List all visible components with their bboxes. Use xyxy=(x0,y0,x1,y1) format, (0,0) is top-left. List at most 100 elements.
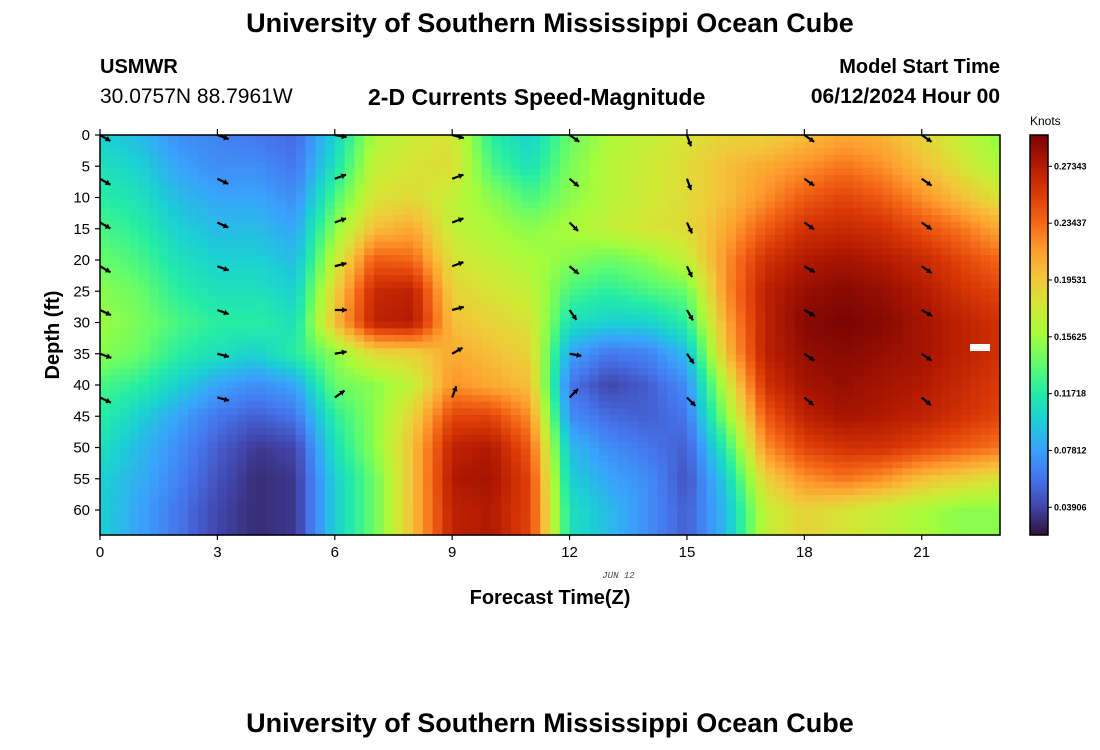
heatmap-cell xyxy=(540,248,551,256)
heatmap-cell xyxy=(921,161,933,169)
heatmap-cell xyxy=(491,168,502,176)
heatmap-cell xyxy=(178,261,189,269)
heatmap-cell xyxy=(315,328,326,336)
heatmap-cell xyxy=(784,215,796,223)
heatmap-cell xyxy=(628,188,639,196)
heatmap-cell xyxy=(129,275,140,283)
heatmap-cell xyxy=(393,195,404,203)
heatmap-cell xyxy=(970,428,982,436)
heatmap-cell xyxy=(520,181,532,189)
heatmap-cell xyxy=(589,295,600,303)
heatmap-cell xyxy=(814,475,825,483)
heatmap-cell xyxy=(471,168,483,176)
heatmap-cell xyxy=(550,448,561,456)
heatmap-cell xyxy=(501,355,512,363)
heatmap-cell xyxy=(765,381,776,389)
heatmap-cell xyxy=(931,281,942,289)
heatmap-cell xyxy=(236,488,248,496)
heatmap-cell xyxy=(266,435,277,443)
heatmap-cell xyxy=(403,275,414,283)
heatmap-cell xyxy=(931,195,942,203)
heatmap-cell xyxy=(178,135,189,143)
heatmap-cell xyxy=(129,241,140,249)
heatmap-cell xyxy=(745,435,757,443)
heatmap-cell xyxy=(354,141,365,149)
heatmap-cell xyxy=(276,208,287,216)
heatmap-cell xyxy=(872,195,884,203)
heatmap-cell xyxy=(540,315,551,323)
heatmap-cell xyxy=(510,381,522,389)
heatmap-cell xyxy=(863,281,874,289)
heatmap-cell xyxy=(461,275,473,283)
heatmap-cell xyxy=(501,421,512,429)
heatmap-cell xyxy=(814,235,825,243)
heatmap-cell xyxy=(510,455,522,463)
heatmap-cell xyxy=(921,388,933,396)
heatmap-cell xyxy=(814,301,825,309)
heatmap-cell xyxy=(579,235,590,243)
heatmap-cell xyxy=(530,395,541,403)
heatmap-cell xyxy=(188,261,199,269)
heatmap-cell xyxy=(256,208,267,216)
heatmap-cell xyxy=(452,455,463,463)
heatmap-cell xyxy=(902,168,913,176)
heatmap-cell xyxy=(442,368,453,376)
heatmap-cell xyxy=(266,355,277,363)
heatmap-cell xyxy=(227,375,238,383)
heatmap-cell xyxy=(941,275,952,283)
heatmap-cell xyxy=(696,375,708,383)
heatmap-cell xyxy=(461,235,473,243)
heatmap-cell xyxy=(393,175,404,183)
heatmap-cell xyxy=(364,241,375,249)
heatmap-cell xyxy=(559,448,571,456)
heatmap-cell xyxy=(853,295,864,303)
heatmap-cell xyxy=(735,255,747,263)
heatmap-cell xyxy=(550,421,561,429)
heatmap-cell xyxy=(276,435,287,443)
heatmap-cell xyxy=(598,308,610,316)
heatmap-cell xyxy=(109,421,121,429)
heatmap-cell xyxy=(197,388,209,396)
heatmap-cell xyxy=(716,488,727,496)
heatmap-cell xyxy=(129,388,140,396)
heatmap-cell xyxy=(735,488,747,496)
heatmap-cell xyxy=(921,215,933,223)
heatmap-cell xyxy=(266,401,277,409)
heatmap-cell xyxy=(325,355,336,363)
heatmap-cell xyxy=(315,135,326,143)
heatmap-cell xyxy=(706,215,717,223)
heatmap-cell xyxy=(520,408,532,416)
heatmap-cell xyxy=(833,268,845,276)
heatmap-cell xyxy=(305,181,316,189)
heatmap-cell xyxy=(373,315,385,323)
heatmap-cell xyxy=(657,441,668,449)
heatmap-cell xyxy=(510,181,522,189)
heatmap-cell xyxy=(559,275,571,283)
heatmap-cell xyxy=(344,155,355,163)
heatmap-cell xyxy=(569,475,580,483)
heatmap-cell xyxy=(432,228,443,236)
heatmap-cell xyxy=(647,135,659,143)
heatmap-cell xyxy=(100,335,111,343)
heatmap-cell xyxy=(432,348,443,356)
heatmap-cell xyxy=(481,241,492,249)
heatmap-cell xyxy=(217,135,228,143)
heatmap-cell xyxy=(745,188,757,196)
heatmap-cell xyxy=(726,241,737,249)
heatmap-cell xyxy=(207,161,218,169)
heatmap-cell xyxy=(775,261,786,269)
heatmap-cell xyxy=(158,475,170,483)
heatmap-cell xyxy=(794,155,805,163)
heatmap-cell xyxy=(550,455,561,463)
heatmap-cell xyxy=(569,255,580,263)
heatmap-cell xyxy=(158,481,170,489)
heatmap-cell xyxy=(716,301,727,309)
heatmap-cell xyxy=(902,321,913,329)
heatmap-cell xyxy=(677,288,688,296)
heatmap-cell xyxy=(373,368,385,376)
heatmap-cell xyxy=(863,168,874,176)
heatmap-cell xyxy=(696,461,708,469)
heatmap-cell xyxy=(794,268,805,276)
heatmap-cell xyxy=(178,295,189,303)
heatmap-cell xyxy=(882,315,893,323)
